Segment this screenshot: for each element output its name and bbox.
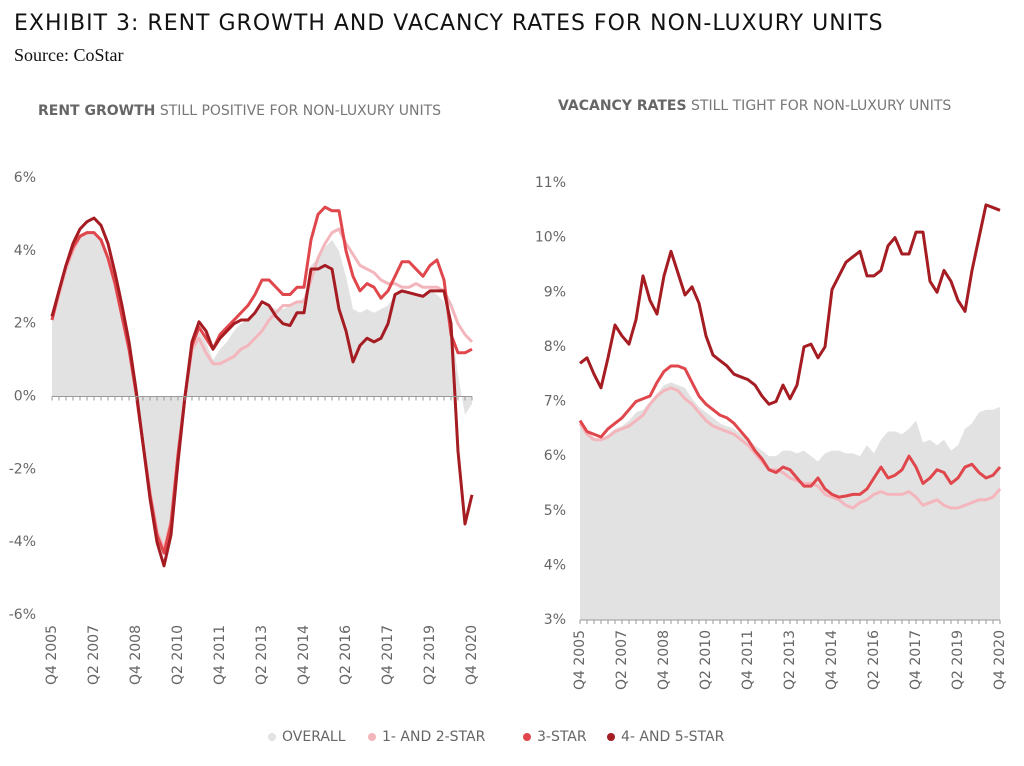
x-tick-label: Q2 2019 [422, 625, 438, 685]
area [52, 232, 472, 550]
y-tick-label: 9% [544, 284, 566, 300]
x-tick-label: Q4 2011 [740, 630, 756, 690]
line [50, 216, 474, 568]
y-tick-label: 7% [544, 394, 566, 410]
line [579, 203, 1001, 406]
area [580, 382, 1000, 620]
legend-label: OVERALL [282, 729, 346, 745]
x-tick-label: Q4 2014 [296, 625, 312, 685]
x-tick-label: Q4 2005 [572, 630, 588, 690]
x-tick-label: Q4 2020 [992, 630, 1008, 690]
legend-marker [523, 733, 531, 741]
x-tick-label: Q2 2007 [86, 625, 102, 685]
chart-subtitle: VACANCY RATES STILL TIGHT FOR NON-LUXURY… [558, 98, 951, 114]
legend-marker [268, 733, 276, 741]
line [50, 205, 473, 555]
y-tick-label: 0% [14, 389, 36, 405]
x-tick-label: Q2 2019 [950, 630, 966, 690]
chart-title-bold: VACANCY RATES [558, 98, 687, 114]
chart-subtitle: RENT GROWTH STILL POSITIVE FOR NON-LUXUR… [38, 103, 441, 119]
y-tick-label: -6% [9, 607, 36, 623]
x-tick-label: Q2 2016 [866, 630, 882, 690]
y-tick-label: 4% [14, 243, 36, 259]
x-tick-label: Q2 2016 [338, 625, 354, 685]
x-tick-label: Q4 2017 [908, 630, 924, 690]
legend-marker [368, 733, 376, 741]
x-tick-label: Q4 2005 [44, 625, 60, 685]
legend-label: 4- AND 5-STAR [621, 729, 725, 745]
y-tick-label: 5% [544, 503, 566, 519]
y-tick-label: -2% [9, 461, 36, 477]
x-tick-label: Q2 2013 [782, 630, 798, 690]
source: Source: CoStar [14, 45, 124, 65]
legend-label: 3-STAR [537, 729, 587, 745]
x-tick-label: Q4 2008 [128, 625, 144, 685]
y-tick-label: -4% [9, 534, 36, 550]
x-tick-label: Q4 2020 [464, 625, 480, 685]
y-tick-label: 8% [544, 339, 566, 355]
chart-title-rest: STILL TIGHT FOR NON-LUXURY UNITS [691, 98, 951, 114]
x-tick-label: Q2 2010 [698, 630, 714, 690]
line [578, 364, 1002, 499]
y-tick-label: 4% [544, 557, 566, 573]
y-tick-label: 2% [14, 316, 36, 332]
x-tick-label: Q4 2017 [380, 625, 396, 685]
x-tick-label: Q4 2011 [212, 625, 228, 685]
y-tick-label: 3% [544, 612, 566, 628]
x-tick-label: Q4 2008 [656, 630, 672, 690]
line [578, 386, 1002, 510]
chart-title-bold: RENT GROWTH [38, 103, 155, 119]
exhibit-title: EXHIBIT 3: RENT GROWTH AND VACANCY RATES… [14, 11, 884, 36]
x-tick-label: Q2 2013 [254, 625, 270, 685]
chart-title-rest: STILL POSITIVE FOR NON-LUXURY UNITS [160, 103, 441, 119]
x-tick-label: Q4 2014 [824, 630, 840, 690]
y-tick-label: 11% [535, 175, 566, 191]
legend-marker [607, 733, 615, 741]
y-tick-label: 6% [544, 448, 566, 464]
x-tick-label: Q2 2007 [614, 630, 630, 690]
y-tick-label: 10% [535, 230, 566, 246]
legend-label: 1- AND 2-STAR [382, 729, 486, 745]
x-tick-label: Q2 2010 [170, 625, 186, 685]
y-tick-label: 6% [14, 170, 36, 186]
